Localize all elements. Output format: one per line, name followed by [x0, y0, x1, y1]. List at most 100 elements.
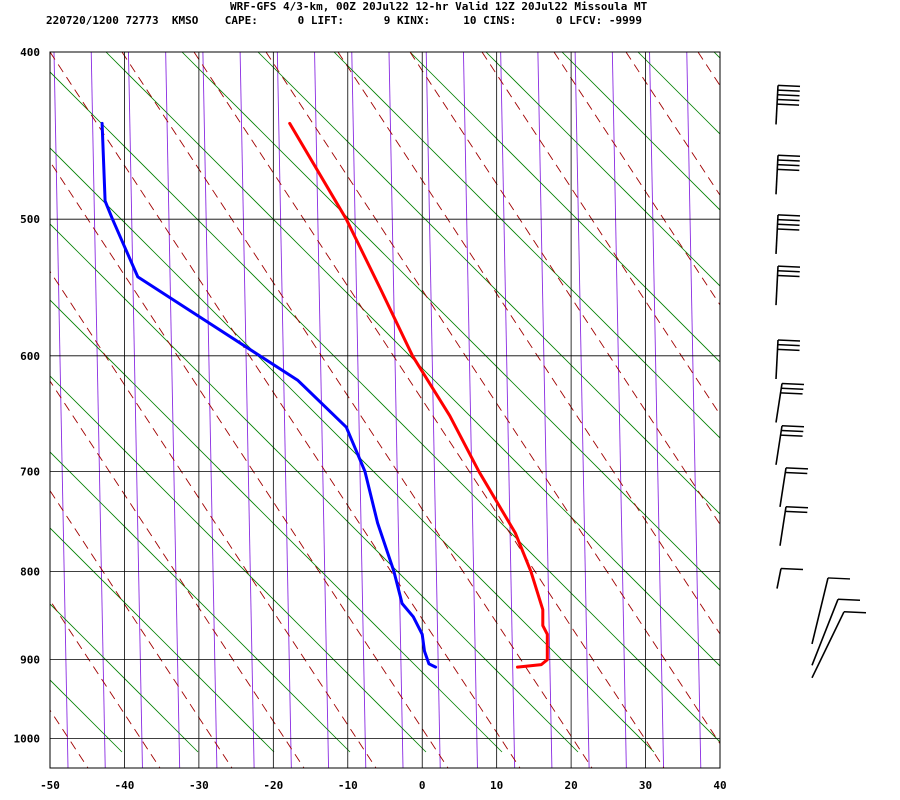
moist-adiabat-line	[50, 599, 161, 768]
moist-adiabats	[0, 52, 900, 768]
y-tick-label: 700	[20, 465, 40, 478]
barb-flag	[777, 274, 800, 278]
wind-barb	[775, 214, 801, 254]
dry-adiabat-line	[50, 375, 427, 753]
wind-barb	[775, 84, 801, 125]
barb-shaft	[776, 568, 782, 589]
dry-adiabat-line	[50, 223, 579, 753]
x-tick-label: 40	[713, 779, 726, 792]
y-tick-label: 400	[20, 46, 40, 59]
wind-barb	[775, 154, 801, 195]
moist-adiabat-line	[50, 380, 305, 768]
wind-barb	[811, 577, 851, 645]
barb-flag	[777, 348, 800, 352]
barb-flag	[837, 598, 861, 602]
barb-flag	[781, 425, 805, 428]
wind-barb	[779, 467, 809, 507]
barb-flag	[777, 94, 800, 97]
dewpoint-trace	[100, 121, 438, 669]
dry-adiabat-line	[333, 52, 720, 439]
wind-barb	[811, 611, 867, 679]
barb-flag	[785, 510, 808, 514]
background-line	[836, 52, 850, 768]
barb-shaft	[775, 425, 783, 465]
dry-adiabat-line	[866, 52, 900, 752]
background-line	[873, 52, 887, 768]
x-tick-label: -30	[189, 779, 209, 792]
dry-adiabat-line	[790, 52, 900, 752]
y-tick-label: 800	[20, 565, 40, 578]
barb-shaft	[775, 339, 779, 380]
dry-adiabat-line	[50, 299, 503, 753]
barb-flag	[777, 343, 800, 347]
wind-barb	[775, 265, 801, 306]
dry-adiabat-line	[713, 52, 720, 59]
barb-flag	[777, 154, 801, 158]
wind-barb	[811, 598, 861, 666]
background-line	[239, 52, 255, 768]
sounding-stats: 220720/1200 72773 KMSO CAPE: 0 LIFT: 9 K…	[46, 14, 643, 27]
background-line	[649, 52, 665, 768]
x-tick-label: -10	[338, 779, 358, 792]
dry-adiabat-line	[50, 603, 199, 753]
x-tick-label: -50	[40, 779, 60, 792]
plot-grid	[49, 51, 721, 769]
x-tick-label: 20	[564, 779, 577, 792]
barb-flag	[777, 98, 800, 102]
barb-flag	[781, 429, 804, 433]
moist-adiabat-line	[50, 52, 521, 768]
moist-adiabat-line	[265, 52, 720, 745]
background-isotherms	[53, 52, 887, 768]
moist-adiabat-line	[770, 52, 900, 768]
x-tick-label: 30	[639, 779, 652, 792]
background-line	[276, 52, 292, 768]
background-line	[202, 52, 218, 768]
x-tick-label: 0	[419, 779, 426, 792]
background-line	[574, 52, 590, 768]
background-line	[165, 52, 181, 768]
moist-adiabat-line	[121, 52, 593, 768]
barb-flag	[777, 163, 800, 167]
wind-barb	[775, 425, 805, 465]
moist-adiabat-line	[409, 52, 720, 526]
dry-adiabat-line	[50, 147, 655, 753]
x-tick-label: -40	[115, 779, 135, 792]
dry-adiabat-line	[485, 52, 720, 287]
barb-flag	[777, 265, 801, 268]
barb-flag	[777, 84, 801, 88]
wind-barb	[776, 567, 804, 589]
barb-flag	[777, 228, 800, 231]
barb-flag	[777, 223, 800, 227]
dry-adiabat-line	[50, 451, 351, 753]
sounding-traces	[100, 121, 549, 669]
moist-adiabat-line	[481, 52, 720, 416]
y-tick-label: 500	[20, 213, 40, 226]
background-line	[127, 52, 143, 768]
background-line	[351, 52, 367, 768]
dry-adiabat-line	[637, 52, 720, 135]
wind-barb	[775, 339, 801, 380]
barb-flag	[780, 567, 804, 571]
barb-flag	[785, 467, 809, 470]
barb-flag	[780, 392, 803, 395]
barb-flag	[777, 214, 801, 217]
dry-adiabat-line	[50, 527, 275, 753]
barb-shaft	[775, 214, 779, 254]
dry-adiabat-line	[181, 52, 720, 591]
y-tick-label: 1000	[14, 733, 41, 746]
barb-flag	[777, 89, 800, 92]
moist-adiabat-line	[337, 52, 720, 635]
barb-flag	[777, 103, 800, 106]
wind-barb	[775, 382, 805, 423]
moist-adiabat-line	[0, 52, 16, 768]
wind-barbs	[775, 84, 867, 679]
background-line	[761, 52, 775, 768]
background-line	[611, 52, 627, 768]
barb-flag	[777, 270, 800, 273]
x-tick-label: -20	[263, 779, 283, 792]
background-line	[425, 52, 441, 768]
moist-adiabat-line	[50, 270, 377, 768]
barb-shaft	[775, 155, 779, 195]
axis-ticks: -50 -40 -30 -20 -10 0 10 20 30 40 400 500 600 700 800 9…	[14, 46, 727, 792]
moist-adiabat-line	[193, 52, 665, 768]
